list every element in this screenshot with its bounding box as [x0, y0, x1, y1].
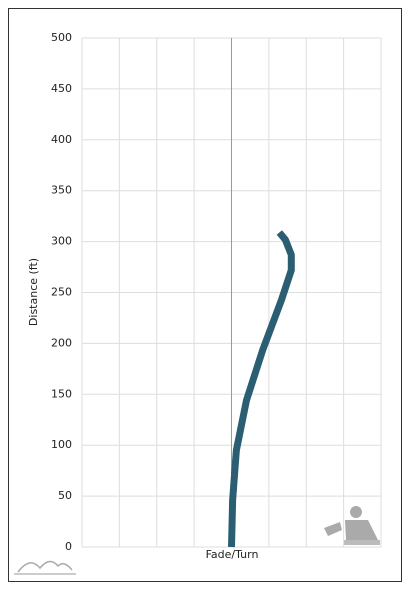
y-tick-label: 100 — [51, 438, 72, 451]
y-tick-label: 250 — [51, 286, 72, 299]
y-tick-label: 50 — [58, 489, 72, 502]
y-tick-label: 400 — [51, 133, 72, 146]
y-tick-label: 450 — [51, 82, 72, 95]
y-tick-label: 0 — [65, 540, 72, 553]
logo-right — [324, 506, 380, 545]
frame — [8, 8, 402, 582]
x-axis-label: Fade/Turn — [206, 548, 259, 561]
y-tick-label: 200 — [51, 336, 72, 349]
y-axis-label: Distance (ft) — [27, 258, 40, 326]
logo-left — [14, 560, 76, 575]
y-tick-label: 500 — [51, 31, 72, 44]
y-tick-label: 350 — [51, 184, 72, 197]
y-tick-label: 150 — [51, 387, 72, 400]
flight-path — [228, 230, 295, 548]
y-tick-label: 300 — [51, 235, 72, 248]
